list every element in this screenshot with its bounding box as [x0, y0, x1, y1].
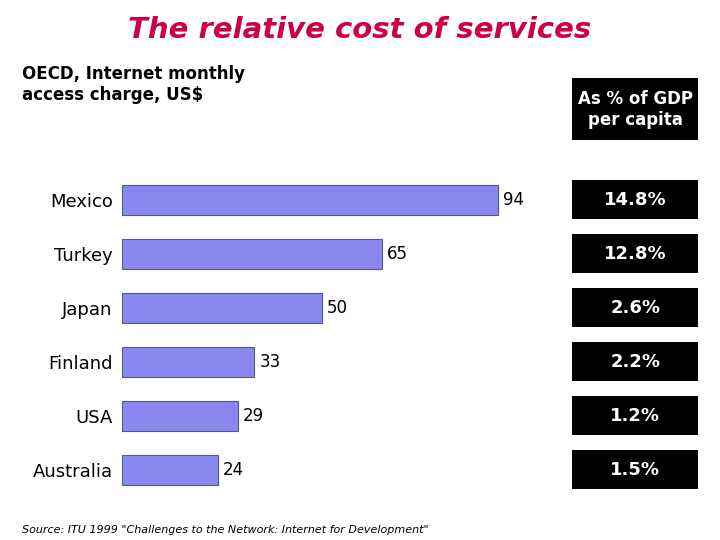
- Bar: [122, 239, 382, 268]
- Text: As % of GDP
per capita: As % of GDP per capita: [578, 90, 693, 129]
- Text: 29: 29: [243, 407, 264, 425]
- Bar: [122, 347, 254, 377]
- Text: 12.8%: 12.8%: [604, 245, 667, 263]
- Text: The relative cost of services: The relative cost of services: [128, 16, 592, 44]
- Text: 14.8%: 14.8%: [604, 191, 667, 209]
- Text: 33: 33: [259, 353, 281, 371]
- Text: 2.2%: 2.2%: [611, 353, 660, 371]
- Bar: [122, 293, 323, 322]
- Text: 1.2%: 1.2%: [611, 407, 660, 425]
- Text: 24: 24: [223, 461, 244, 479]
- Bar: [122, 185, 498, 215]
- Text: 2.6%: 2.6%: [611, 299, 660, 317]
- Text: 94: 94: [503, 191, 524, 209]
- Bar: [122, 455, 218, 485]
- Text: 50: 50: [327, 299, 348, 317]
- Text: 65: 65: [387, 245, 408, 263]
- Text: Source: ITU 1999 "Challenges to the Network: Internet for Development": Source: ITU 1999 "Challenges to the Netw…: [22, 524, 428, 535]
- Text: 1.5%: 1.5%: [611, 461, 660, 479]
- Text: OECD, Internet monthly
access charge, US$: OECD, Internet monthly access charge, US…: [22, 65, 245, 104]
- Bar: [122, 401, 238, 431]
